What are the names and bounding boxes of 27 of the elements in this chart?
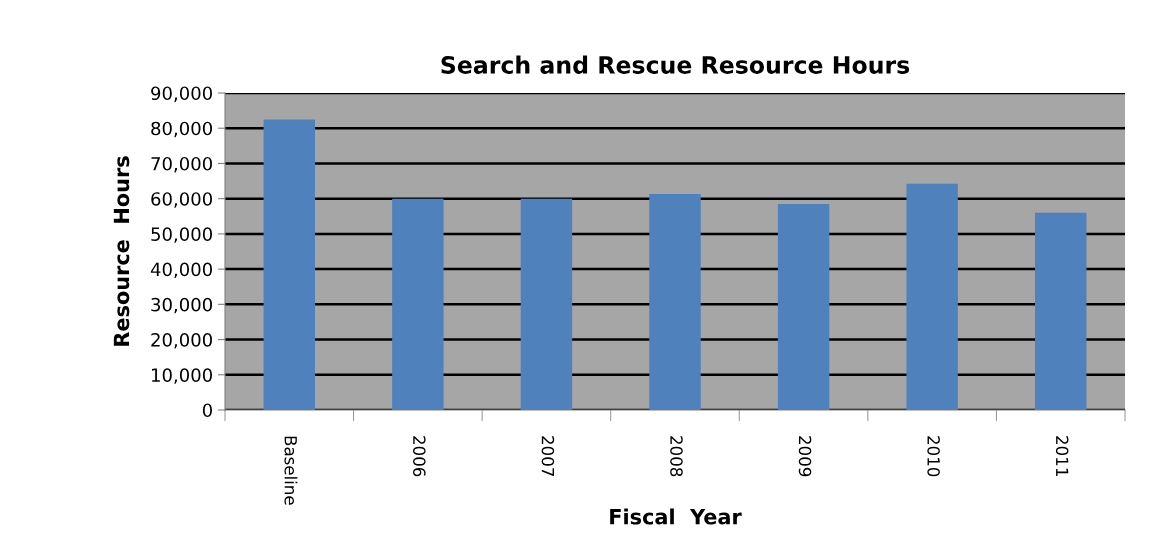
x-axis-title: Fiscal Year	[610, 508, 742, 525]
y-tick-label: 50,000	[151, 227, 212, 243]
bar	[906, 183, 958, 410]
y-tick-label: 10,000	[152, 368, 212, 384]
bar	[1035, 212, 1087, 410]
y-tick-label: 90,000	[151, 86, 212, 102]
y-tick-label: 20,000	[151, 333, 212, 349]
y-axis-title: Resource Hours	[113, 156, 130, 346]
x-tick-label: Baseline	[284, 436, 298, 505]
y-tick-label: 0	[202, 403, 212, 418]
x-tick-label: 2007	[541, 436, 555, 476]
chart-title: Search and Rescue Resource Hours	[441, 55, 910, 74]
y-tick-label: 40,000	[150, 262, 212, 279]
bar	[392, 198, 444, 410]
x-tick-label: 2010	[927, 436, 940, 477]
bar	[777, 203, 830, 410]
bar	[520, 198, 573, 410]
y-tick-label: 80,000	[151, 121, 212, 138]
x-tick-label: 2009	[798, 436, 812, 477]
y-tick-label: 70,000	[151, 156, 212, 173]
bar	[649, 194, 701, 410]
x-tick-label: 2008	[670, 436, 683, 477]
x-tick-label: 2011	[1055, 436, 1069, 476]
bar	[263, 119, 315, 410]
y-tick-label: 60,000	[151, 192, 212, 208]
x-tick-label: 2006	[413, 436, 426, 477]
y-tick-label: 30,000	[151, 297, 212, 314]
